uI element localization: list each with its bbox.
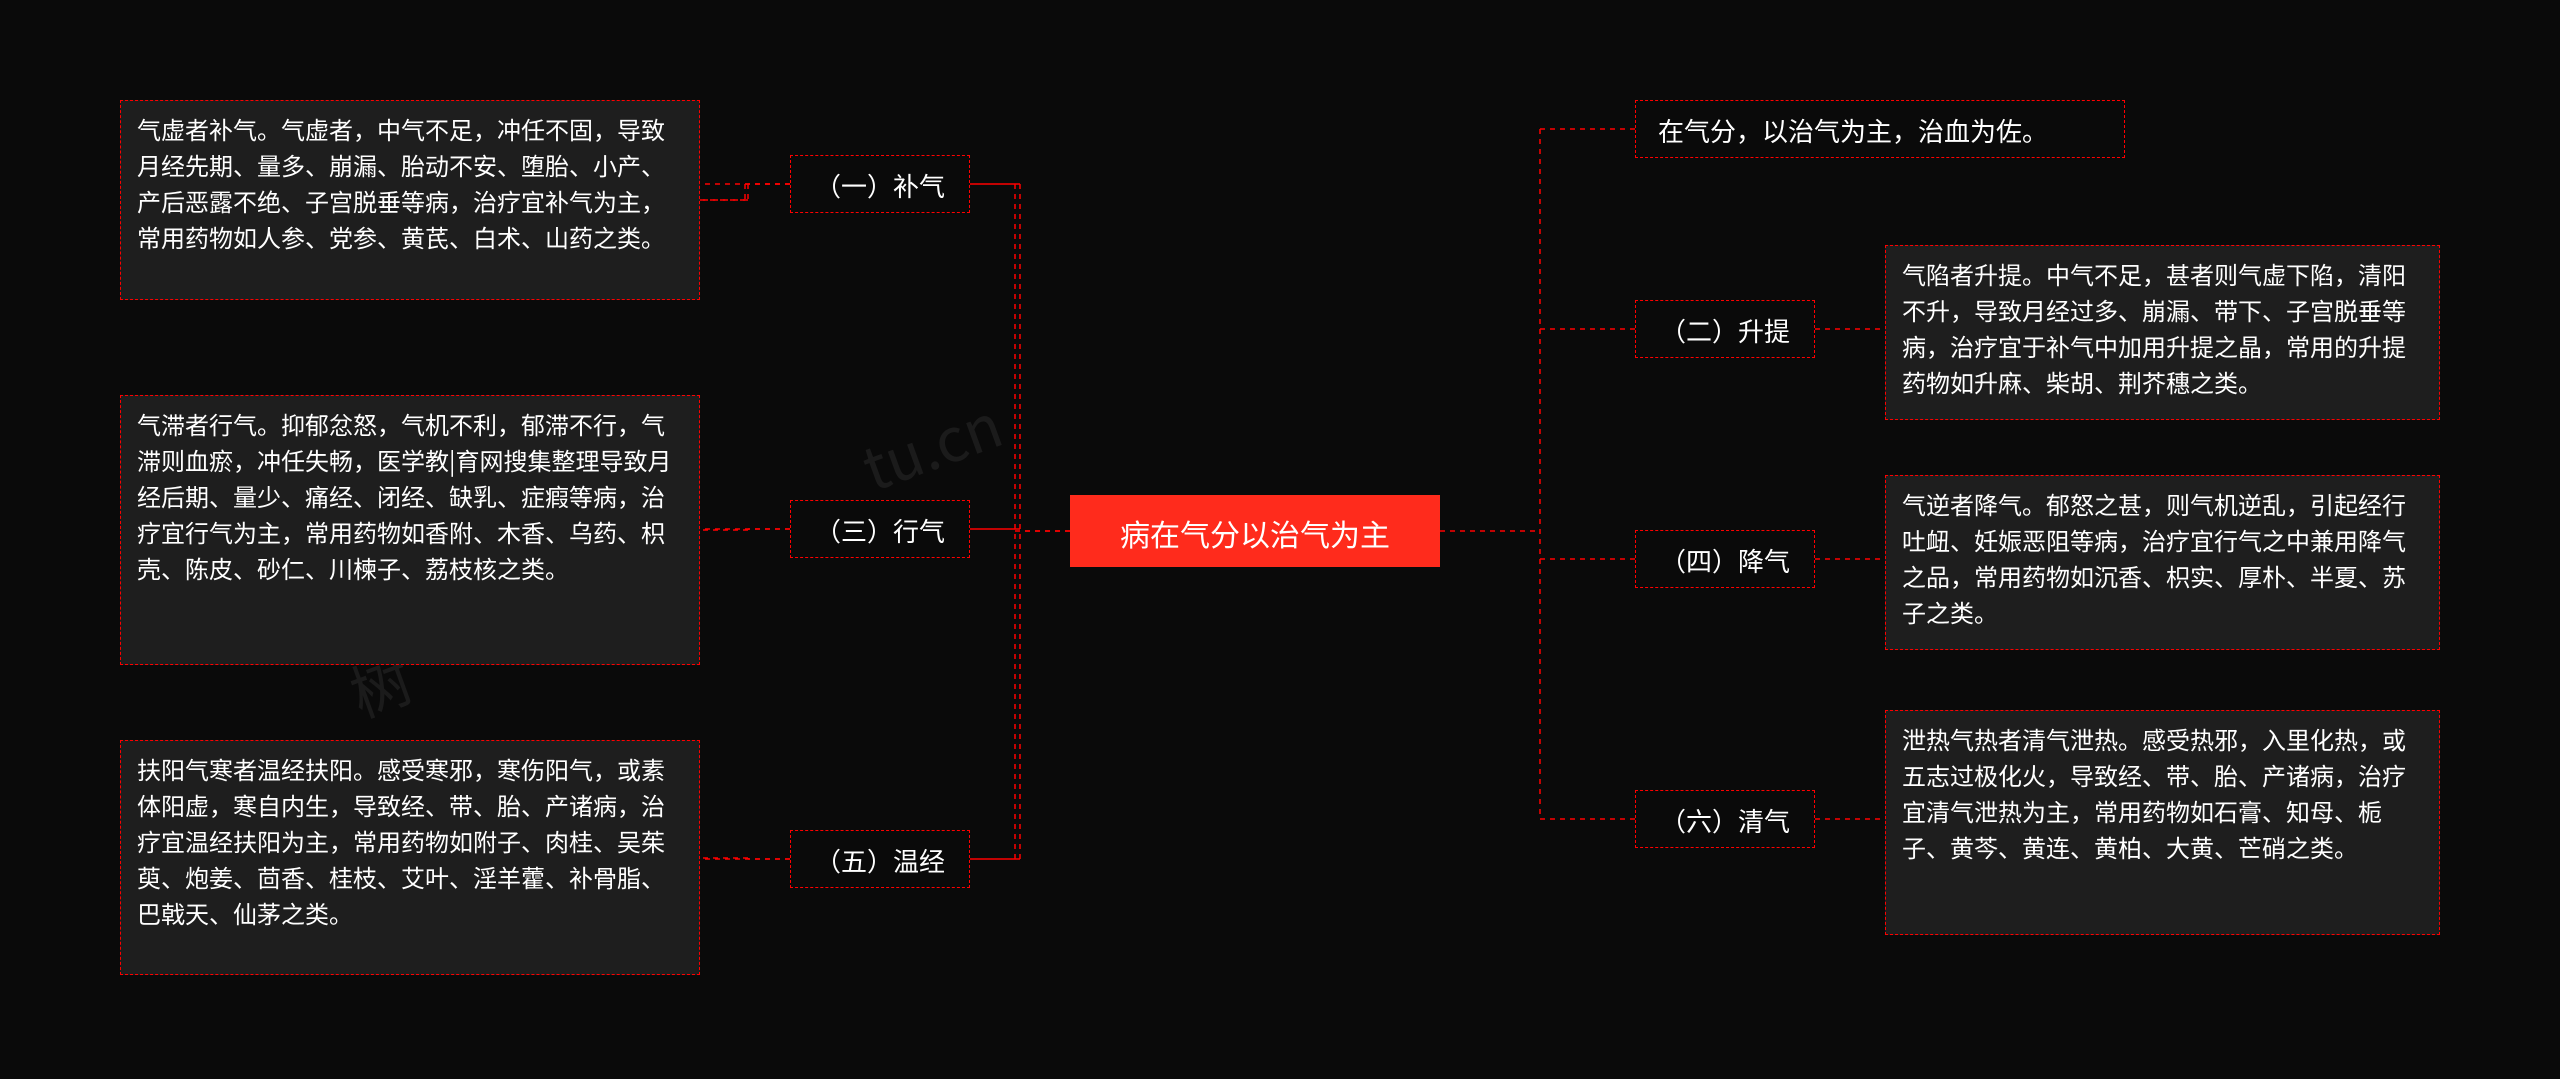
branch-label-5: （五）温经 [790, 830, 970, 888]
branch-label-1: （一）补气 [790, 155, 970, 213]
branch-desc-1: 气虚者补气。气虚者，中气不足，冲任不固，导致月经先期、量多、崩漏、胎动不安、堕胎… [120, 100, 700, 300]
branch-desc-2: 气陷者升提。中气不足，甚者则气虚下陷，清阳不升，导致月经过多、崩漏、带下、子宫脱… [1885, 245, 2440, 420]
branch-label-2: （二）升提 [1635, 300, 1815, 358]
branch-desc-5: 扶阳气寒者温经扶阳。感受寒邪，寒伤阳气，或素体阳虚，寒自内生，导致经、带、胎、产… [120, 740, 700, 975]
branch-label-6: （六）清气 [1635, 790, 1815, 848]
watermark: tu.cn [849, 378, 1012, 508]
center-node: 病在气分以治气为主 [1070, 495, 1440, 567]
branch-label-4: （四）降气 [1635, 530, 1815, 588]
branch-desc-4: 气逆者降气。郁怒之甚，则气机逆乱，引起经行吐衄、妊娠恶阻等病，治疗宜行气之中兼用… [1885, 475, 2440, 650]
right-summary: 在气分，以治气为主，治血为佐。 [1635, 100, 2125, 158]
branch-desc-3: 气滞者行气。抑郁忿怒，气机不利，郁滞不行，气滞则血瘀，冲任失畅，医学教|育网搜集… [120, 395, 700, 665]
branch-label-3: （三）行气 [790, 500, 970, 558]
branch-desc-6: 泄热气热者清气泄热。感受热邪，入里化热，或五志过极化火，导致经、带、胎、产诸病，… [1885, 710, 2440, 935]
